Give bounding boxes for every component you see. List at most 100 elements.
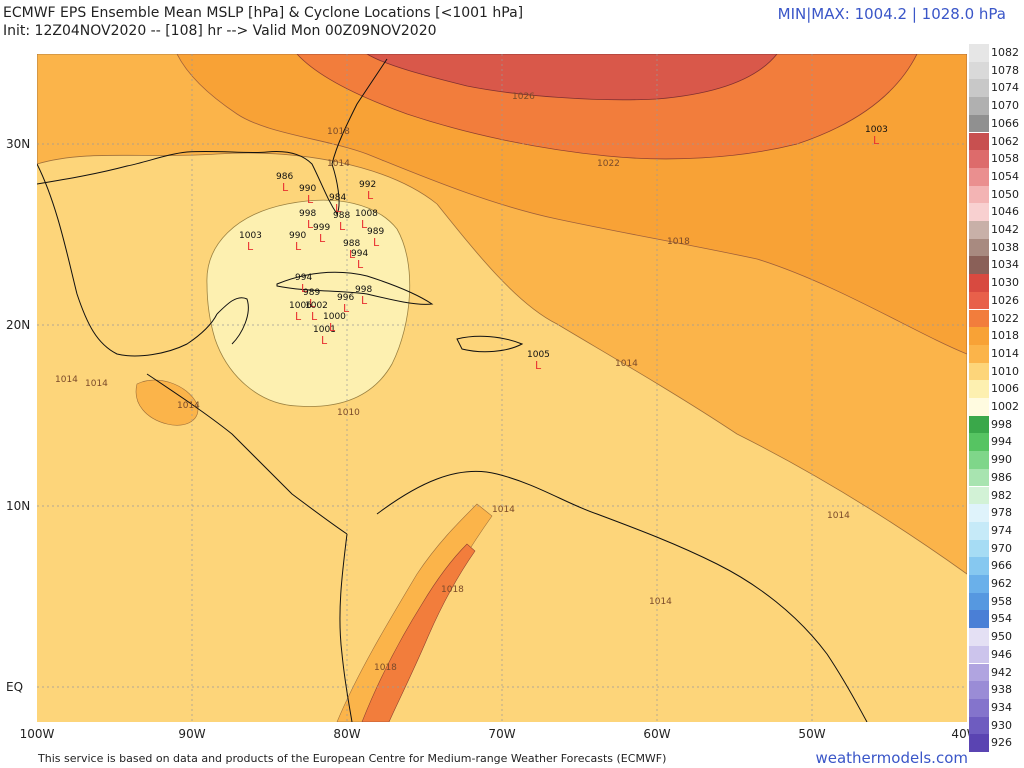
cyclone-low-icon: L bbox=[349, 248, 356, 261]
contour-label: 1014 bbox=[615, 359, 638, 369]
cyclone-label: 1001 bbox=[313, 325, 336, 335]
contour-label: 1014 bbox=[85, 379, 108, 389]
band-1026 bbox=[366, 54, 778, 101]
cyclone-label: 1005 bbox=[527, 350, 550, 360]
legend-label: 1026 bbox=[991, 293, 1019, 307]
legend-label: 1038 bbox=[991, 240, 1019, 254]
legend-label: 934 bbox=[991, 700, 1012, 714]
legend-swatch bbox=[969, 575, 989, 593]
legend-row: 926 bbox=[969, 734, 1024, 752]
cyclone-label: 998 bbox=[355, 285, 372, 295]
cyclone-low-icon: L bbox=[367, 189, 374, 202]
legend-label: 1066 bbox=[991, 116, 1019, 130]
legend-swatch bbox=[969, 185, 989, 204]
legend-row: 950 bbox=[969, 628, 1024, 646]
coastlines bbox=[37, 58, 868, 722]
legend-row: 946 bbox=[969, 645, 1024, 664]
cyclone-low-icon: L bbox=[361, 294, 368, 307]
cyclone-low-icon: L bbox=[311, 310, 318, 323]
central-america bbox=[146, 373, 348, 535]
cyclone-label: 986 bbox=[276, 172, 293, 182]
legend-label: 986 bbox=[991, 470, 1012, 484]
legend-label: 1022 bbox=[991, 311, 1019, 325]
legend-label: 1018 bbox=[991, 329, 1019, 343]
band-1006 bbox=[206, 199, 411, 407]
legend-swatch bbox=[969, 114, 989, 133]
legend-label: 990 bbox=[991, 453, 1012, 467]
legend-swatch bbox=[969, 380, 989, 398]
legend-swatch bbox=[969, 716, 989, 735]
cyclone-low-icon: L bbox=[373, 236, 380, 249]
legend-row: 1030 bbox=[969, 274, 1024, 292]
brand-link[interactable]: weathermodels.com bbox=[815, 749, 968, 767]
cyclone-low-icon: L bbox=[282, 181, 289, 194]
legend-label: 1058 bbox=[991, 152, 1019, 166]
legend-swatch bbox=[969, 663, 989, 682]
legend-swatch bbox=[969, 592, 989, 611]
legend-label: 994 bbox=[991, 435, 1012, 449]
legend-swatch bbox=[969, 97, 989, 115]
min-max-readout: MIN|MAX: 1004.2 | 1028.0 hPa bbox=[777, 5, 1006, 23]
cyclone-label: 1006 bbox=[289, 301, 312, 311]
legend-label: 966 bbox=[991, 559, 1012, 573]
cyclone-low-icon: L bbox=[295, 240, 302, 253]
legend-swatch bbox=[969, 645, 989, 664]
cyclone-low-icon: L bbox=[361, 218, 368, 231]
mslp-map[interactable]: 1026 1022 1018 1018 1014 1014 1014 1014 … bbox=[37, 54, 967, 722]
legend-swatch bbox=[969, 344, 989, 363]
map-panel[interactable]: 1026 1022 1018 1018 1014 1014 1014 1014 … bbox=[37, 54, 967, 722]
cyclone-low-icon: L bbox=[329, 321, 336, 334]
cyclone-label: 998 bbox=[299, 209, 316, 219]
legend-swatch bbox=[969, 167, 989, 186]
legend-row: 1014 bbox=[969, 344, 1024, 363]
mexico-coast bbox=[37, 163, 218, 357]
legend-label: 982 bbox=[991, 488, 1012, 502]
contour-label: 1014 bbox=[55, 375, 78, 385]
legend-row: 966 bbox=[969, 557, 1024, 575]
legend-row: 1078 bbox=[969, 61, 1024, 80]
cyclone-low-icon: L bbox=[307, 218, 314, 231]
legend-row: 954 bbox=[969, 610, 1024, 629]
legend-row: 970 bbox=[969, 539, 1024, 558]
legend-label: 954 bbox=[991, 612, 1012, 626]
legend-row: 942 bbox=[969, 663, 1024, 682]
legend-row: 938 bbox=[969, 681, 1024, 699]
legend-label: 1002 bbox=[991, 400, 1019, 413]
contour-label: 1026 bbox=[512, 92, 535, 102]
lon-label: 90W bbox=[178, 727, 206, 741]
lat-label: 30N bbox=[6, 137, 31, 151]
legend-row: 1022 bbox=[969, 309, 1024, 328]
legend-swatch bbox=[969, 610, 989, 629]
legend-swatch bbox=[969, 698, 989, 717]
cyclone-low-icon: L bbox=[873, 134, 880, 147]
contour-label: 1014 bbox=[827, 511, 850, 521]
cyclone-low-icon: L bbox=[307, 193, 314, 206]
legend-label: 978 bbox=[991, 506, 1012, 520]
cyclone-label: 994 bbox=[295, 273, 312, 283]
pressure-legend: 1082 1078 1074 1070 1066 1062 1058 1054 1050 1046… bbox=[969, 44, 1024, 752]
